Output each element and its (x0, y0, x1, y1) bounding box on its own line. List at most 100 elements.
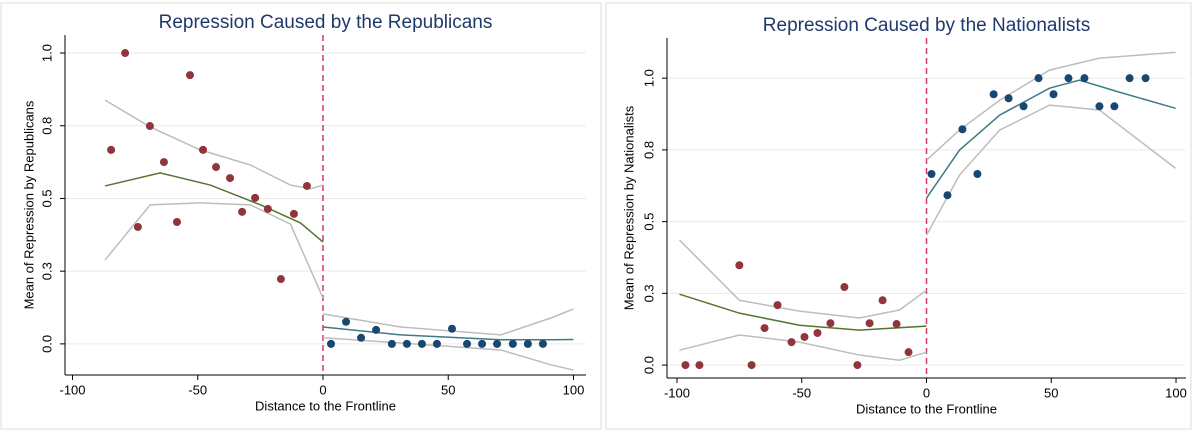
point (853, 361, 862, 370)
fit-line (925, 79, 1176, 199)
fit-line (104, 202, 324, 299)
point (447, 324, 456, 333)
point (735, 261, 744, 270)
x-tick-label: -50 (188, 382, 207, 397)
x-tick-label: 50 (441, 382, 455, 397)
point (800, 332, 809, 341)
point (159, 158, 168, 167)
point (302, 181, 311, 190)
point (1019, 102, 1028, 111)
point (145, 122, 154, 131)
point (865, 319, 874, 328)
point (1141, 74, 1150, 83)
y-axis-title: Mean of Repression by Nationalists (621, 105, 636, 310)
point (463, 339, 472, 348)
x-tick-label: -100 (664, 385, 690, 400)
point (432, 339, 441, 348)
y-tick-label: 0.0 (39, 335, 54, 353)
point (263, 204, 272, 213)
x-tick-label: 0 (923, 385, 930, 400)
fit-line (679, 293, 927, 331)
point (493, 339, 502, 348)
y-tick-label: 0.3 (39, 262, 54, 280)
point (121, 49, 130, 58)
point (172, 218, 181, 227)
point (226, 174, 235, 183)
point (1034, 74, 1043, 83)
point (107, 145, 116, 154)
point (1064, 74, 1073, 83)
x-tick-label: 100 (1165, 385, 1187, 400)
fit-line (925, 104, 1176, 236)
point (1125, 74, 1134, 83)
point (523, 339, 532, 348)
y-tick-label: 1.0 (39, 44, 54, 62)
x-tick-label: -100 (59, 382, 85, 397)
y-tick-label: 0.5 (641, 213, 656, 231)
point (402, 339, 411, 348)
point (199, 145, 208, 154)
point (813, 328, 822, 337)
point (878, 296, 887, 305)
point (276, 275, 285, 284)
point (760, 324, 769, 333)
point (289, 209, 298, 218)
fit-line (925, 51, 1176, 161)
point (943, 191, 952, 200)
x-tick-label: -50 (792, 385, 811, 400)
point (357, 333, 366, 342)
point (538, 339, 547, 348)
x-tick-label: 100 (563, 382, 585, 397)
fit-line (322, 308, 574, 336)
point (251, 193, 260, 202)
point (973, 170, 982, 178)
y-tick-label: 0.5 (39, 189, 54, 207)
fit-line (322, 337, 574, 371)
chart-title: Repression Caused by the Republicans (159, 12, 493, 33)
point (826, 319, 835, 328)
point (1110, 102, 1119, 111)
point (989, 90, 998, 99)
point (372, 325, 381, 334)
y-axis-title: Mean of Repression by Republicans (21, 100, 36, 309)
point (681, 361, 690, 370)
y-tick-label: 0.8 (641, 141, 656, 159)
point (1049, 90, 1058, 99)
fit-line (679, 334, 927, 361)
point (478, 339, 487, 348)
point (840, 283, 849, 292)
fit-line (104, 172, 324, 243)
point (133, 222, 142, 231)
x-tick-label: 0 (319, 382, 326, 397)
point (212, 163, 221, 172)
point (695, 361, 704, 370)
fit-line (678, 239, 927, 319)
y-tick-label: 0.8 (39, 117, 54, 135)
point (927, 170, 936, 178)
panel-frame (605, 2, 1192, 430)
x-tick-label: 50 (1044, 385, 1058, 400)
point (904, 348, 913, 357)
point (387, 339, 396, 348)
panel-frame (0, 2, 602, 430)
y-tick-label: 0.3 (641, 284, 656, 302)
point (892, 320, 901, 329)
x-axis-title: Distance to the Frontline (856, 401, 997, 416)
point (958, 125, 967, 134)
point (342, 317, 351, 326)
point (787, 338, 796, 347)
x-axis-title: Distance to the Frontline (255, 398, 396, 413)
point (1080, 74, 1089, 83)
point (327, 339, 336, 348)
point (1095, 102, 1104, 111)
point (185, 71, 194, 80)
point (773, 301, 782, 310)
point (238, 207, 247, 216)
point (508, 339, 517, 348)
point (747, 361, 756, 370)
chart-title: Repression Caused by the Nationalists (763, 15, 1090, 36)
point (417, 339, 426, 348)
y-tick-label: 0.0 (641, 356, 656, 374)
point (1004, 94, 1013, 103)
